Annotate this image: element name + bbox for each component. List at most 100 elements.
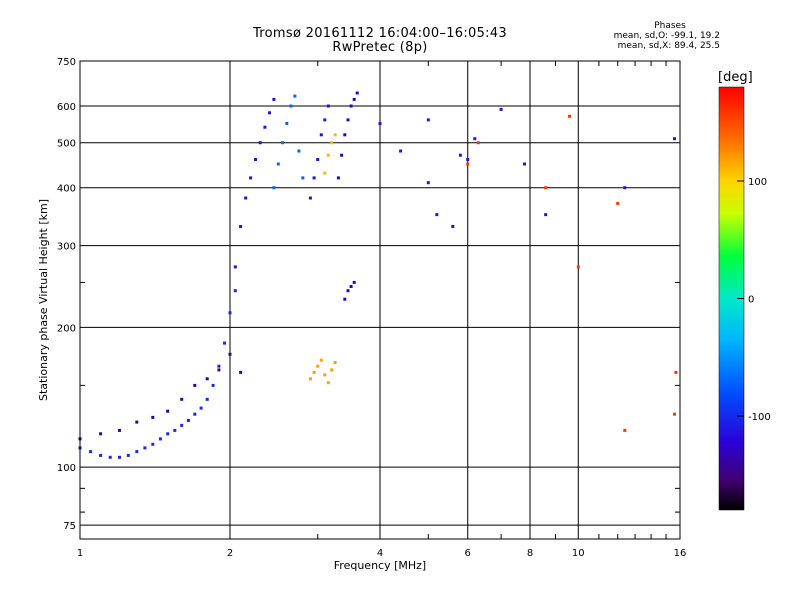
data-point <box>254 158 257 161</box>
phase-stats: Phases mean, sd,O: -99.1, 19.2 mean, sd,… <box>560 21 720 51</box>
data-point <box>228 311 232 315</box>
y-tick-label: 750 <box>57 57 76 68</box>
data-point <box>268 111 271 115</box>
colorbar-tick-label: -100 <box>748 412 771 423</box>
data-point <box>576 265 580 269</box>
data-point <box>239 370 243 374</box>
x-tick-label: 6 <box>465 548 471 559</box>
data-point <box>289 104 293 108</box>
data-point <box>319 358 323 362</box>
colorbar-tick-label: 0 <box>748 295 754 306</box>
x-axis-label: Frequency [MHz] <box>334 559 426 572</box>
data-point <box>126 453 130 457</box>
data-point <box>272 97 276 101</box>
data-point <box>258 141 262 145</box>
data-point <box>143 446 147 450</box>
data-point <box>272 186 276 190</box>
data-point <box>276 162 280 166</box>
data-point <box>180 397 184 401</box>
colorbar-unit-label: [deg] <box>718 70 753 85</box>
data-point <box>233 265 237 269</box>
data-point <box>211 383 215 387</box>
colorbar-ticks: 100 0 -100 <box>737 177 771 423</box>
y-tick-label: 600 <box>57 102 76 113</box>
data-point <box>568 114 571 118</box>
data-point <box>316 158 320 161</box>
data-point <box>473 137 477 141</box>
data-point <box>135 450 139 454</box>
x-tick-label: 1 <box>77 548 83 559</box>
data-point <box>326 381 330 385</box>
data-point <box>343 133 347 137</box>
data-point <box>323 118 327 122</box>
data-point <box>199 406 203 410</box>
data-point <box>355 91 359 95</box>
data-point <box>151 415 155 419</box>
data-point <box>323 373 327 377</box>
data-point <box>239 225 243 228</box>
data-point <box>499 107 503 111</box>
data-point <box>312 370 316 374</box>
data-point <box>623 186 627 190</box>
y-tick-label: 100 <box>57 463 76 474</box>
x-tick-label: 2 <box>227 548 233 559</box>
colorbar-tick-label: 100 <box>748 177 767 188</box>
data-point <box>340 153 344 157</box>
data-point <box>458 153 462 157</box>
data-point <box>293 94 297 98</box>
data-point <box>343 297 347 301</box>
phase-stats-o: mean, sd,O: -99.1, 19.2 <box>613 31 720 41</box>
data-point <box>466 158 470 161</box>
data-point <box>523 162 526 166</box>
data-point <box>99 453 103 457</box>
y-axis-label: Stationary phase Virtual Height [km] <box>37 199 50 401</box>
data-point <box>205 397 209 401</box>
data-point <box>316 364 320 368</box>
data-point <box>330 368 334 372</box>
y-tick-label: 500 <box>57 139 76 150</box>
data-point <box>326 153 330 157</box>
data-point <box>135 420 139 424</box>
data-point <box>326 104 330 108</box>
data-points <box>78 91 678 459</box>
data-point <box>186 419 190 422</box>
data-point <box>399 149 403 153</box>
y-tick-label: 300 <box>57 242 76 253</box>
y-tick-label: 400 <box>57 184 76 195</box>
data-point <box>173 428 177 432</box>
data-point <box>193 383 197 387</box>
data-point <box>333 361 337 364</box>
data-point <box>233 289 237 293</box>
data-point <box>297 149 301 153</box>
y-tick-label: 200 <box>57 323 76 334</box>
x-tick-label: 8 <box>527 548 533 559</box>
data-point <box>118 455 121 459</box>
phase-stats-heading: Phases <box>654 21 686 31</box>
data-point <box>205 377 209 381</box>
data-point <box>330 141 334 145</box>
grid-lines <box>80 61 680 539</box>
data-point <box>180 423 184 427</box>
x-tick-label: 10 <box>572 548 585 559</box>
y-tick-label: 75 <box>63 521 76 532</box>
phase-stats-x: mean, sd,X: 89.4, 25.5 <box>617 41 720 51</box>
data-point <box>158 437 162 441</box>
data-point <box>99 432 103 436</box>
data-point <box>673 412 676 416</box>
data-point <box>249 176 253 180</box>
data-point <box>312 176 316 180</box>
chart-subtitle: RwPretec (8p) <box>332 40 428 55</box>
x-tick-label: 16 <box>674 548 687 559</box>
data-point <box>323 171 327 175</box>
data-point <box>616 201 620 205</box>
data-point <box>308 196 312 200</box>
data-point <box>346 118 350 122</box>
data-point <box>118 428 121 432</box>
data-point <box>108 455 112 459</box>
data-point <box>166 409 170 413</box>
plot-frame <box>79 60 681 540</box>
data-point <box>301 176 305 180</box>
data-point <box>673 137 676 141</box>
data-point <box>244 196 248 200</box>
